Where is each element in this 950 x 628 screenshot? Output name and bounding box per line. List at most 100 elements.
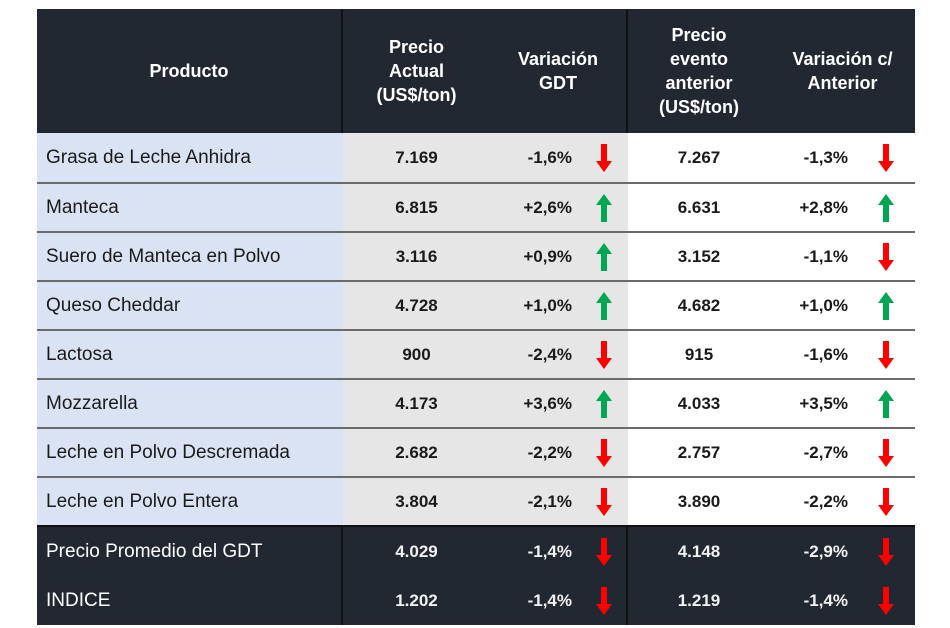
gdt-variation: -2,2% (490, 429, 628, 476)
current-price: 2.682 (343, 429, 490, 476)
current-price-value: 6.815 (395, 197, 438, 217)
arrow-down-icon (596, 586, 612, 615)
table-row: Leche en Polvo Entera 3.804 -2,1% 3.890 -2,2… (37, 476, 915, 525)
product-name-text: Grasa de Leche Anhidra (46, 146, 251, 168)
previous-price-value: 3.890 (677, 491, 721, 511)
arrow-up-icon (878, 193, 894, 222)
table-row: Suero de Manteca en Polvo 3.116 +0,9% 3.152… (37, 231, 915, 280)
arrow-up-icon (596, 389, 612, 418)
gdt-variation-value: -1,4% (527, 590, 572, 610)
arrow-down-icon (596, 537, 612, 566)
header-precio-anterior-line2: evento (669, 49, 729, 69)
header-variacion-anterior-line1: Variación c/ (792, 49, 893, 69)
header-precio-actual: Precio Actual (US$/ton) (343, 9, 490, 133)
previous-variation: +3,5% (770, 380, 915, 427)
current-price-value: 7.169 (395, 147, 438, 167)
header-producto: Producto (37, 9, 343, 133)
arrow-up-icon (596, 242, 612, 271)
arrow-down-icon (596, 143, 612, 172)
previous-price: 4.682 (628, 282, 770, 329)
gdt-variation-value: -2,2% (527, 442, 572, 462)
header-precio-actual-line1: Precio (388, 37, 445, 57)
table-header: Producto Precio Actual (US$/ton) Variaci… (37, 9, 915, 133)
current-price: 4.728 (343, 282, 490, 329)
product-name-text: Mozzarella (46, 392, 138, 414)
gdt-variation-value: -1,6% (527, 147, 572, 167)
gdt-variation: -1,6% (490, 133, 628, 182)
previous-price-value: 7.267 (677, 147, 721, 167)
product-name-text: Precio Promedio del GDT (46, 540, 263, 562)
gdt-variation-value: -2,1% (527, 491, 572, 511)
product-name-text: Leche en Polvo Descremada (46, 441, 290, 463)
current-price: 7.169 (343, 133, 490, 182)
previous-price: 7.267 (628, 133, 770, 182)
gdt-variation: -2,1% (490, 478, 628, 525)
product-name-text: Leche en Polvo Entera (46, 490, 239, 512)
previous-variation: -1,1% (770, 233, 915, 280)
previous-price-value: 2.757 (677, 442, 721, 462)
header-variacion-anterior-line2: Anterior (807, 73, 878, 93)
table-row: Precio Promedio del GDT 4.029 -1,4% 4.148 -2… (37, 527, 915, 576)
previous-price: 2.757 (628, 429, 770, 476)
previous-price-value: 4.682 (677, 295, 721, 315)
previous-price: 4.033 (628, 380, 770, 427)
current-price-value: 4.728 (395, 295, 438, 315)
gdt-variation: +1,0% (490, 282, 628, 329)
previous-variation: -1,6% (770, 331, 915, 378)
gdt-variation: +2,6% (490, 184, 628, 231)
previous-variation-value: -2,7% (803, 442, 848, 462)
table-row: Grasa de Leche Anhidra 7.169 -1,6% 7.267 -1,… (37, 133, 915, 182)
arrow-up-icon (878, 389, 894, 418)
previous-variation: -2,7% (770, 429, 915, 476)
current-price-value: 3.116 (395, 246, 438, 266)
product-name: Mozzarella (37, 380, 343, 427)
current-price-value: 4.173 (395, 393, 438, 413)
previous-variation-value: -1,4% (803, 590, 848, 610)
product-name: Grasa de Leche Anhidra (37, 133, 343, 182)
product-name: Leche en Polvo Descremada (37, 429, 343, 476)
arrow-down-icon (878, 537, 894, 566)
previous-price: 3.890 (628, 478, 770, 525)
current-price: 6.815 (343, 184, 490, 231)
product-name: Leche en Polvo Entera (37, 478, 343, 525)
previous-price-value: 4.148 (677, 541, 721, 561)
arrow-down-icon (596, 340, 612, 369)
current-price-value: 1.202 (395, 590, 438, 610)
table-row: Mozzarella 4.173 +3,6% 4.033 +3,5% (37, 378, 915, 427)
gdt-variation-value: +0,9% (523, 246, 572, 266)
previous-price: 1.219 (628, 576, 770, 625)
previous-price-value: 4.033 (677, 393, 721, 413)
product-name: Lactosa (37, 331, 343, 378)
product-name-text: Queso Cheddar (46, 294, 181, 316)
previous-variation-value: -1,1% (803, 246, 848, 266)
previous-variation: -1,4% (770, 576, 915, 625)
current-price: 4.029 (343, 527, 490, 576)
table-row: Leche en Polvo Descremada 2.682 -2,2% 2.757… (37, 427, 915, 476)
previous-variation-value: +2,8% (799, 197, 848, 217)
arrow-down-icon (878, 340, 894, 369)
gdt-variation-value: -2,4% (527, 344, 572, 364)
arrow-down-icon (596, 438, 612, 467)
gdt-variation-value: +3,6% (523, 393, 572, 413)
arrow-down-icon (878, 586, 894, 615)
header-precio-anterior-line4: (US$/ton) (659, 97, 739, 117)
table-row: Manteca 6.815 +2,6% 6.631 +2,8% (37, 182, 915, 231)
table-footer: Precio Promedio del GDT 4.029 -1,4% 4.148 -2… (37, 525, 915, 625)
gdt-variation: +0,9% (490, 233, 628, 280)
header-variacion-gdt: Variación GDT (490, 9, 628, 133)
table-row: INDICE 1.202 -1,4% 1.219 -1,4% (37, 576, 915, 625)
gdt-price-table: Producto Precio Actual (US$/ton) Variaci… (37, 9, 915, 625)
gdt-variation: -1,4% (490, 576, 628, 625)
table-row: Queso Cheddar 4.728 +1,0% 4.682 +1,0% (37, 280, 915, 329)
current-price-value: 4.029 (395, 541, 438, 561)
previous-variation: +1,0% (770, 282, 915, 329)
product-name: Precio Promedio del GDT (37, 527, 343, 576)
gdt-variation: +3,6% (490, 380, 628, 427)
arrow-up-icon (878, 291, 894, 320)
header-precio-actual-line2: Actual (388, 61, 444, 81)
previous-price: 4.148 (628, 527, 770, 576)
previous-variation-value: +1,0% (799, 295, 848, 315)
gdt-variation-value: -1,4% (527, 541, 572, 561)
previous-price: 6.631 (628, 184, 770, 231)
product-name-text: Manteca (46, 196, 119, 218)
